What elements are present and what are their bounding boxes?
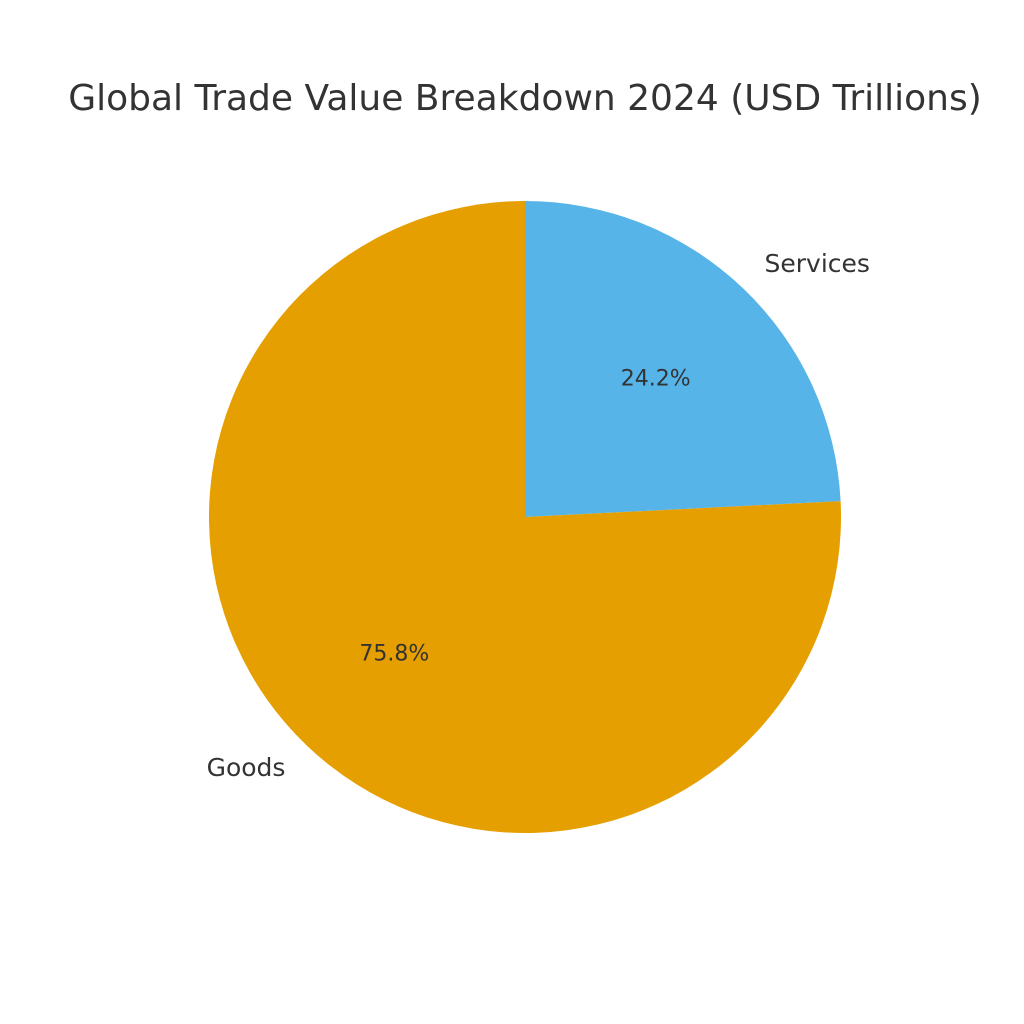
pie-slices [209, 201, 842, 833]
chart-title: Global Trade Value Breakdown 2024 (USD T… [68, 78, 982, 119]
slice-percent-goods: 75.8% [359, 641, 429, 666]
slice-label-services: Services [765, 249, 870, 278]
slice-label-goods: Goods [207, 753, 286, 782]
pie-slice-goods [209, 201, 842, 833]
pie-labels: Services 24.2% Goods 75.8% [207, 249, 870, 782]
slice-percent-services: 24.2% [621, 367, 691, 392]
pie-slice-services [525, 201, 841, 517]
